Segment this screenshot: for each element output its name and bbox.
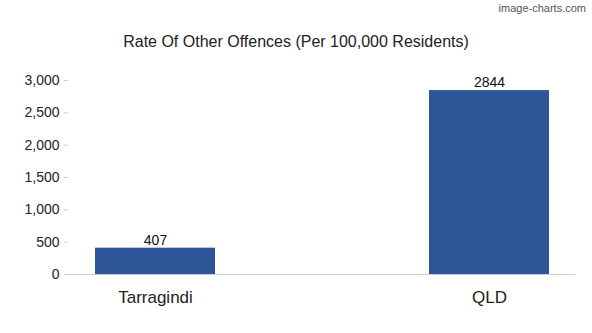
svg-text:QLD: QLD (472, 288, 507, 307)
svg-text:Tarragindi: Tarragindi (118, 288, 193, 307)
svg-text:500: 500 (36, 234, 60, 250)
svg-text:2,000: 2,000 (24, 137, 59, 153)
svg-text:2,500: 2,500 (24, 104, 59, 120)
svg-text:1,000: 1,000 (24, 201, 59, 217)
svg-text:407: 407 (144, 232, 168, 248)
html-text:image-charts.com: image-charts.com (498, 2, 586, 14)
svg-text:2844: 2844 (474, 74, 505, 90)
svg-text:1,500: 1,500 (24, 169, 59, 185)
html-text:Rate Of Other Offences (Per 10: Rate Of Other Offences (Per 100,000 Resi… (123, 33, 469, 50)
svg-text:0: 0 (52, 266, 60, 282)
svg-text:3,000: 3,000 (24, 72, 59, 88)
